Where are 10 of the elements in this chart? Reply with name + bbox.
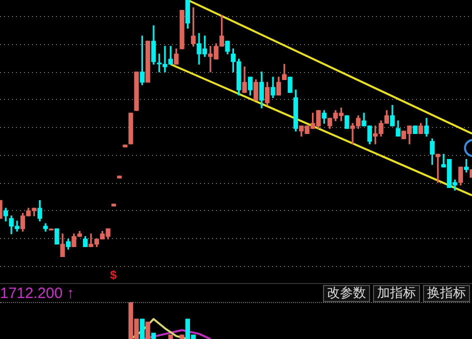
bar [146,322,150,339]
bar [180,334,184,339]
text: 改参数 [323,285,370,302]
annotation: 1712.200 ↑ [0,285,74,302]
text: $ [110,268,117,282]
bar [140,318,144,339]
bar [168,334,173,339]
text: 加指标 [373,285,420,302]
text: 换指标 [423,285,470,302]
bar [151,332,156,339]
